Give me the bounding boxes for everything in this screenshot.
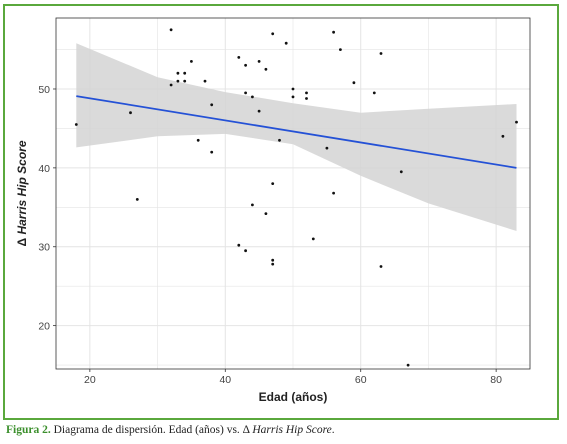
data-point [291, 95, 295, 99]
x-tick-label: 20 [84, 374, 96, 386]
caption-end: . [331, 424, 335, 436]
axis-ticks: 20 40 60 80 20 30 40 50 [38, 84, 502, 386]
data-point [169, 83, 173, 87]
data-point [183, 79, 187, 83]
x-axis-label: Edad (años) [259, 390, 328, 404]
data-point [251, 203, 254, 207]
data-point [244, 91, 248, 95]
y-axis-label: Δ Harris Hip Score [15, 140, 29, 246]
data-point [244, 249, 248, 253]
data-point [176, 79, 180, 83]
data-point [515, 120, 518, 124]
data-point [271, 262, 275, 266]
y-axis-label-prefix: Δ [15, 235, 29, 247]
y-tick-label: 40 [38, 163, 50, 175]
data-point [257, 109, 261, 113]
x-tick-label: 60 [355, 374, 367, 386]
data-point [210, 150, 214, 154]
regression-line-path [76, 95, 517, 169]
caption-italic: Harris Hip Score [252, 424, 332, 436]
x-tick-label: 40 [219, 374, 231, 386]
y-tick-label: 50 [38, 84, 50, 96]
data-point [74, 123, 78, 126]
data-point [379, 265, 383, 268]
data-point [271, 182, 275, 186]
data-point [237, 56, 241, 59]
data-point [169, 28, 173, 32]
data-point [190, 60, 193, 63]
data-point [203, 79, 207, 83]
figure-caption: Figura 2. Diagrama de dispersión. Edad (… [6, 424, 561, 436]
data-point [257, 60, 261, 63]
data-point [176, 71, 180, 75]
confidence-band-area [76, 43, 517, 232]
data-point [406, 363, 410, 367]
panel-border [55, 17, 531, 370]
data-point [291, 87, 295, 91]
data-point [237, 243, 241, 247]
data-point [251, 95, 254, 99]
data-point [284, 41, 288, 45]
data-point [264, 67, 268, 71]
data-point [196, 138, 200, 142]
data-point [305, 91, 308, 95]
data-points [74, 28, 518, 367]
data-point [135, 198, 139, 201]
data-point [332, 30, 335, 34]
caption-label: Figura 2. [6, 424, 51, 436]
scatter-plot: 20 40 60 80 20 30 40 50 Edad (años) Δ Harris Hi… [15, 17, 531, 404]
data-point [183, 71, 187, 75]
data-point [271, 258, 275, 262]
data-point [372, 91, 376, 95]
y-axis-label-italic: Harris Hip Score [15, 140, 29, 234]
data-point [332, 191, 335, 195]
data-point [352, 81, 356, 85]
data-point [210, 103, 214, 107]
data-point [244, 63, 248, 67]
y-tick-label: 20 [38, 321, 50, 333]
data-point [305, 97, 308, 100]
data-point [379, 52, 383, 55]
y-tick-label: 30 [38, 242, 50, 254]
confidence-band [76, 43, 517, 232]
data-point [264, 212, 268, 216]
data-point [339, 48, 342, 51]
data-point [129, 111, 132, 115]
data-point [278, 138, 281, 142]
data-point [271, 32, 275, 36]
x-tick-label: 80 [490, 374, 502, 386]
regression-line [76, 95, 517, 169]
data-point [325, 146, 329, 150]
caption-text: Diagrama de dispersión. Edad (años) vs. … [50, 424, 253, 436]
data-point [399, 170, 403, 174]
data-point [311, 237, 315, 241]
data-point [501, 134, 505, 138]
